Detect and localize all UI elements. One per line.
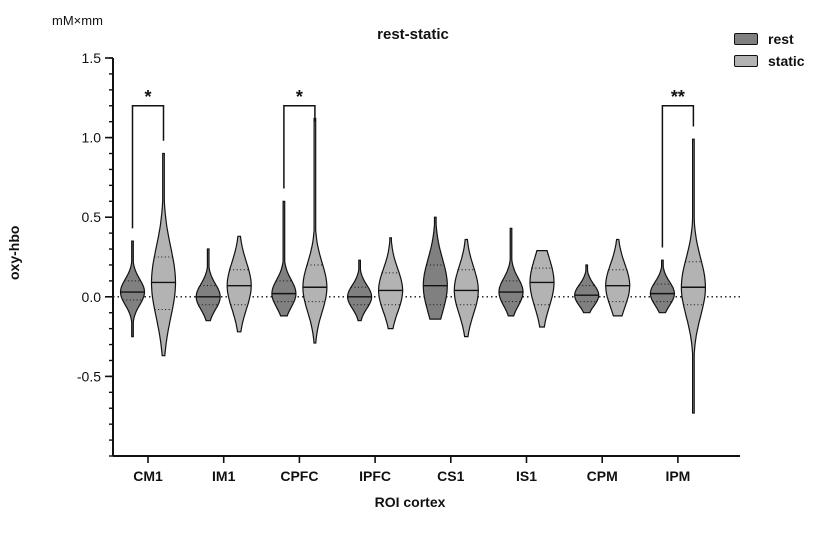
legend-label-static: static	[768, 53, 805, 69]
violin-static-CPFC	[302, 117, 328, 344]
x-axis-label-text: ROI cortex	[374, 494, 446, 510]
violin-rest-CPFC	[271, 200, 297, 317]
x-axis-label: ROI cortex	[0, 494, 830, 510]
violin-static-IM1	[226, 235, 252, 333]
x-tick-label: CPM	[587, 468, 618, 484]
y-tick-label: -0.5	[77, 368, 101, 384]
significance-bracket-CM1	[131, 105, 165, 229]
violin-static-CPM	[605, 238, 631, 317]
x-tick-label: IM1	[212, 468, 236, 484]
significance-label-IPM: **	[671, 87, 685, 107]
violin-rest-IPM	[649, 259, 675, 314]
legend-item-rest: rest	[734, 28, 805, 50]
violin-static-IPFC	[378, 237, 404, 330]
x-tick-label: IPFC	[359, 468, 391, 484]
legend-label-rest: rest	[768, 31, 794, 47]
x-tick-label: IPM	[665, 468, 690, 484]
chart-title: rest-static	[0, 26, 830, 43]
y-tick-label: 0.0	[82, 289, 102, 305]
significance-bracket-CPFC	[283, 105, 316, 189]
x-tick-label: CS1	[437, 468, 464, 484]
significance-bracket-IPM	[661, 105, 695, 248]
chart-title-text: rest-static	[377, 26, 449, 43]
violin-rest-IS1	[498, 227, 524, 317]
violin-static-IPM	[680, 138, 706, 414]
y-unit-label: mM×mm	[52, 13, 103, 28]
violin-rest-IPFC	[347, 259, 373, 322]
violin-static-CM1	[150, 152, 177, 357]
x-tick-label: CM1	[133, 468, 163, 484]
legend-swatch-static	[734, 55, 758, 67]
violin-rest-IM1	[195, 248, 221, 322]
x-tick-label: CPFC	[280, 468, 318, 484]
significance-label-CM1: *	[144, 87, 151, 107]
legend: rest static	[734, 28, 805, 72]
legend-swatch-rest	[734, 33, 758, 45]
violin-static-CS1	[453, 238, 479, 338]
significance-label-CPFC: *	[296, 87, 303, 107]
x-tick-label: IS1	[516, 468, 537, 484]
y-tick-label: 1.0	[82, 130, 102, 146]
violin-static-IS1	[529, 250, 555, 328]
legend-item-static: static	[734, 50, 805, 72]
y-tick-label: 1.5	[82, 50, 102, 66]
y-tick-label: 0.5	[82, 209, 102, 225]
violin-rest-CM1	[119, 240, 146, 338]
violin-rest-CPM	[574, 264, 600, 314]
violin-rest-CS1	[422, 216, 448, 320]
